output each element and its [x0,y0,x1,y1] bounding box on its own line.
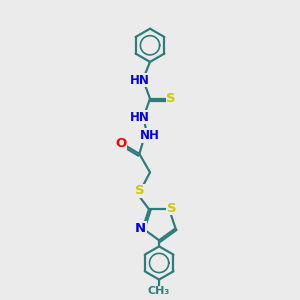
Text: HN: HN [129,111,149,124]
Text: S: S [135,184,144,197]
Text: CH₃: CH₃ [148,286,170,296]
Text: S: S [167,92,176,105]
Text: HN: HN [129,74,149,87]
Text: N: N [135,222,146,235]
Text: O: O [115,137,127,150]
Text: S: S [167,202,176,214]
Text: NH: NH [140,129,160,142]
